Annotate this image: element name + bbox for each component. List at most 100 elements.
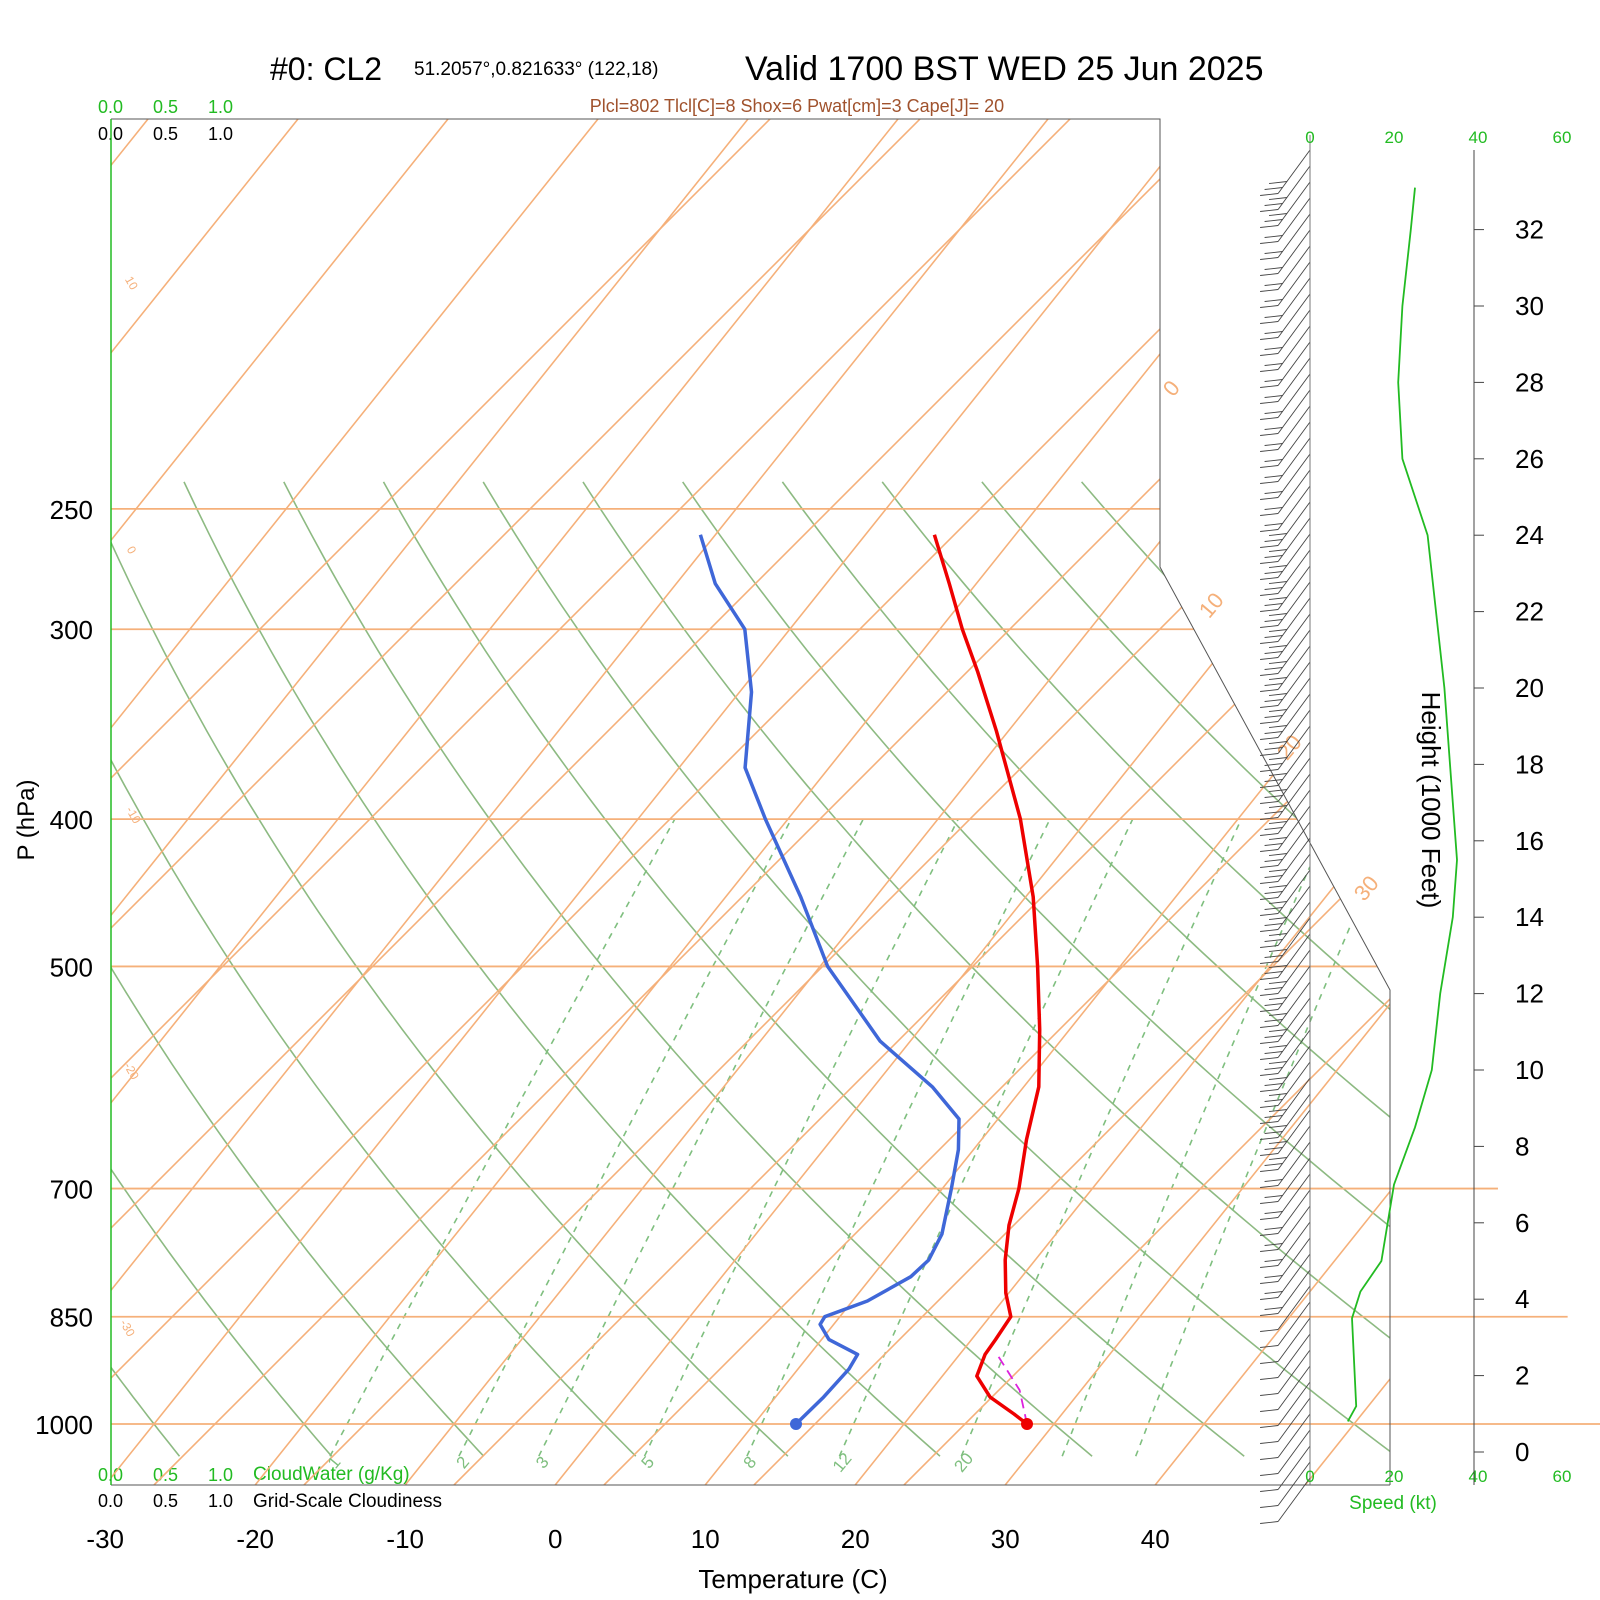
wind-barb-flag bbox=[1269, 965, 1288, 968]
wind-barb-flag bbox=[1269, 1029, 1288, 1032]
wind-barb-flag bbox=[1260, 225, 1279, 228]
pressure-tick-label: 500 bbox=[50, 952, 93, 982]
mixing-ratio-line bbox=[746, 818, 1051, 1457]
wind-barb-flag bbox=[1260, 1265, 1279, 1268]
wind-barb-shaft bbox=[1277, 181, 1311, 226]
speed-tick-top: 20 bbox=[1385, 128, 1404, 147]
wind-barb-flag bbox=[1260, 1425, 1279, 1428]
cloud-scale-bottom-black-0: 0.0 bbox=[98, 1491, 123, 1511]
wind-barb-flag bbox=[1260, 1473, 1279, 1476]
wind-barb-flag bbox=[1260, 1345, 1279, 1348]
height-tick-label: 32 bbox=[1515, 215, 1544, 245]
wind-barb-shaft bbox=[1277, 1189, 1311, 1234]
plot-frame bbox=[110, 118, 1391, 1486]
mixing-ratio-label: 5 bbox=[638, 1453, 659, 1472]
wind-barb-shaft bbox=[1277, 1125, 1311, 1170]
wind-barb-flag bbox=[1264, 1259, 1283, 1262]
isotherm bbox=[111, 119, 899, 1485]
isotherm bbox=[1004, 119, 1390, 1485]
wind-barb-flag bbox=[1264, 587, 1283, 590]
wind-barb-shaft bbox=[1277, 581, 1311, 626]
wind-barb-shaft bbox=[1277, 917, 1311, 962]
wind-barb-flag bbox=[1264, 667, 1283, 670]
height-tick-label: 2 bbox=[1515, 1361, 1529, 1391]
cloudwater-label: CloudWater (g/Kg) bbox=[253, 1464, 410, 1485]
isotherm bbox=[111, 119, 299, 1485]
wind-barb-flag bbox=[1264, 427, 1283, 430]
wind-barb-shaft bbox=[1277, 549, 1311, 594]
wind-barb-shaft bbox=[1277, 357, 1311, 402]
wind-barb-flag bbox=[1269, 997, 1288, 1000]
wind-barb-flag bbox=[1264, 1227, 1283, 1230]
wind-barb-flag bbox=[1260, 1393, 1279, 1396]
wind-barb-flag bbox=[1260, 1233, 1279, 1236]
wind-barb-flag bbox=[1260, 609, 1279, 612]
wind-barb-shaft bbox=[1277, 309, 1311, 354]
isotherm bbox=[854, 119, 1390, 1485]
isotherm bbox=[111, 119, 449, 1485]
wind-barb-shaft bbox=[1277, 1269, 1311, 1314]
wind-barb-flag bbox=[1264, 635, 1283, 638]
wind-barb-flag bbox=[1260, 529, 1279, 532]
wind-barb-flag bbox=[1269, 597, 1288, 600]
dry-adiabat bbox=[1481, 482, 1600, 1456]
wind-barb-shaft bbox=[1277, 1413, 1311, 1458]
wind-barb-shaft bbox=[1277, 741, 1311, 786]
wind-barb-flag bbox=[1269, 837, 1288, 840]
stability-indices: Plcl=802 Tlcl[C]=8 Shox=6 Pwat[cm]=3 Cap… bbox=[590, 96, 1004, 116]
wind-barb-flag bbox=[1269, 757, 1288, 760]
wind-barb-flag bbox=[1264, 267, 1283, 270]
wind-barb-shaft bbox=[1277, 389, 1311, 434]
wind-barb-shaft bbox=[1277, 965, 1311, 1010]
mixing-ratio-line bbox=[329, 818, 676, 1457]
wind-barb-flag bbox=[1269, 1013, 1288, 1016]
wind-barb-flag bbox=[1260, 1521, 1279, 1524]
wind-barb-flag bbox=[1260, 1457, 1279, 1460]
height-tick-label: 24 bbox=[1515, 520, 1544, 550]
isotherm-label: 10 bbox=[1194, 588, 1229, 623]
wind-barb-flag bbox=[1260, 1377, 1279, 1380]
wind-barb-flag bbox=[1269, 549, 1288, 552]
wind-barb-flag bbox=[1264, 1163, 1283, 1166]
wind-barb-flag bbox=[1264, 827, 1283, 830]
dry-adiabat bbox=[111, 481, 333, 1457]
wind-barb-flag bbox=[1264, 459, 1283, 462]
wind-barb-flag bbox=[1264, 763, 1283, 766]
wind-barb-flag bbox=[1260, 289, 1279, 292]
wind-barb-flag bbox=[1260, 1329, 1279, 1332]
mixing-ratio-line bbox=[838, 818, 1134, 1457]
wind-barb-flag bbox=[1269, 789, 1288, 792]
cloud-scale-bottom: 0.0 0.5 1.0 CloudWater (g/Kg) 0.0 0.5 1.… bbox=[98, 1464, 442, 1512]
wind-barb-flag bbox=[1264, 219, 1283, 222]
wind-barb-flag bbox=[1264, 875, 1283, 878]
x-tick-label: 0 bbox=[548, 1524, 562, 1554]
wind-barb-flag bbox=[1260, 993, 1279, 996]
wind-barb-shaft bbox=[1277, 213, 1311, 258]
wind-barb-flag bbox=[1264, 395, 1283, 398]
wind-barb-shaft bbox=[1277, 1173, 1311, 1218]
isotherm bbox=[111, 119, 1205, 1485]
isotherm bbox=[111, 119, 599, 1485]
x-tick-label: -10 bbox=[386, 1524, 424, 1554]
wind-barb-flag bbox=[1269, 885, 1288, 888]
isotherm-label: 0 bbox=[1158, 375, 1185, 400]
wind-barb-flag bbox=[1269, 949, 1288, 952]
height-tick-label: 12 bbox=[1515, 979, 1544, 1009]
temperature-axis: -30 -20 -10 0 10 20 30 40 bbox=[86, 1524, 1169, 1554]
wind-barb-shaft bbox=[1277, 677, 1311, 722]
wind-barb-shaft bbox=[1277, 1093, 1311, 1138]
parcel-trace bbox=[996, 1353, 1028, 1425]
wind-barb-flag bbox=[1260, 353, 1279, 356]
wind-barb-flag bbox=[1269, 853, 1288, 856]
wind-barb-shaft bbox=[1277, 1301, 1311, 1346]
wind-barb-flag bbox=[1264, 315, 1283, 318]
height-tick-label: 16 bbox=[1515, 826, 1544, 856]
isotherm-label: 0 bbox=[124, 544, 140, 557]
wind-barb-flag bbox=[1260, 753, 1279, 756]
cloud-scale-top-green-0: 0.0 bbox=[98, 97, 123, 117]
dry-adiabats bbox=[111, 481, 1600, 1457]
wind-barb-flag bbox=[1269, 533, 1288, 536]
wind-barb-shaft bbox=[1277, 1221, 1311, 1266]
x-tick-label: -30 bbox=[86, 1524, 124, 1554]
wind-barb-shaft bbox=[1277, 277, 1311, 322]
